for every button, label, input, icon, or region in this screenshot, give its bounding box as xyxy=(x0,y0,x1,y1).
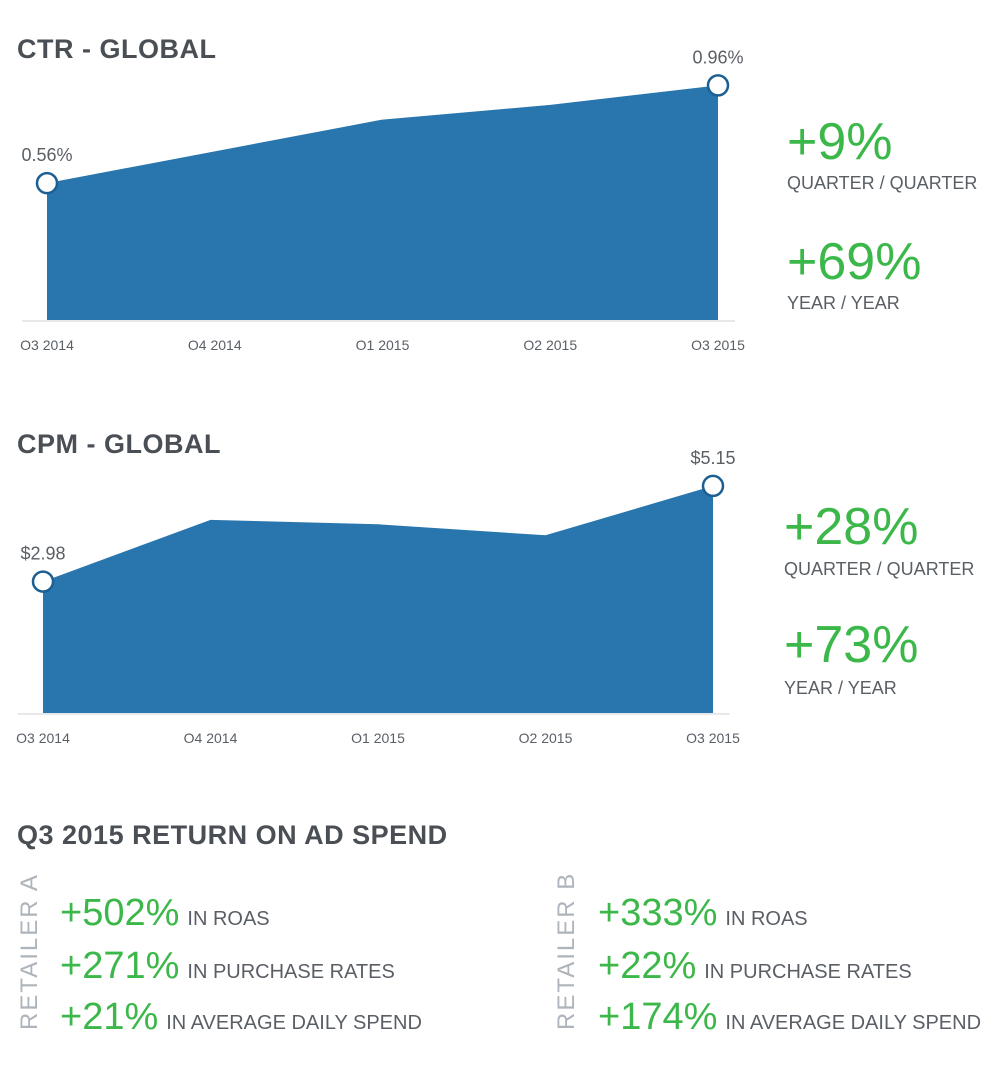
cpm-yoy-label: YEAR / YEAR xyxy=(784,678,897,698)
ctr-chart: 0.56% 0.96% O3 2014 O4 2014 O1 2015 O2 2015 O3… xyxy=(20,47,745,353)
retailer-b-row: +174% IN AVERAGE DAILY SPEND xyxy=(598,996,982,1038)
x-tick-label: O1 2015 xyxy=(356,337,410,353)
x-tick-label: O2 2015 xyxy=(523,337,577,353)
roas-title: Q3 2015 RETURN ON AD SPEND xyxy=(17,820,448,850)
data-point-marker xyxy=(701,474,725,498)
x-tick-label: O3 2014 xyxy=(20,337,74,353)
data-label: 0.96% xyxy=(692,47,743,67)
data-point-marker xyxy=(706,74,730,97)
data-point-marker xyxy=(35,171,59,195)
x-tick-label: O4 2014 xyxy=(188,337,242,353)
ctr-qoq-value: +9% xyxy=(787,113,893,171)
cpm-chart: $2.98 $5.15 O3 2014 O4 2014 O1 2015 O2 2015 O3… xyxy=(16,448,740,746)
retailer-a-row: +271% IN PURCHASE RATES xyxy=(60,945,395,987)
data-point-marker xyxy=(31,570,55,593)
data-label: $2.98 xyxy=(20,544,65,564)
cpm-yoy-value: +73% xyxy=(784,616,919,674)
cpm-qoq-value: +28% xyxy=(784,498,919,556)
area-series xyxy=(47,85,718,320)
area-series xyxy=(43,485,713,713)
x-tick-label: O3 2015 xyxy=(686,730,740,746)
retailer-b-label: RETAILER B xyxy=(553,871,580,1030)
x-tick-label: O1 2015 xyxy=(351,730,405,746)
cpm-qoq-label: QUARTER / QUARTER xyxy=(784,559,975,579)
x-tick-label: O4 2014 xyxy=(184,730,238,746)
ctr-yoy-label: YEAR / YEAR xyxy=(787,293,900,313)
retailer-a-row: +21% IN AVERAGE DAILY SPEND xyxy=(60,996,422,1038)
ctr-qoq-label: QUARTER / QUARTER xyxy=(787,173,978,193)
ctr-title: CTR - GLOBAL xyxy=(17,34,217,64)
retailer-b-row: +22% IN PURCHASE RATES xyxy=(598,945,912,987)
x-tick-label: O2 2015 xyxy=(519,730,573,746)
data-label: $5.15 xyxy=(690,448,735,468)
retailer-a-label: RETAILER A xyxy=(16,873,43,1030)
x-tick-label: O3 2014 xyxy=(16,730,70,746)
ctr-yoy-value: +69% xyxy=(787,233,922,291)
x-tick-label: O3 2015 xyxy=(691,337,745,353)
retailer-a-row: +502% IN ROAS xyxy=(60,892,270,934)
cpm-title: CPM - GLOBAL xyxy=(17,429,221,459)
data-label: 0.56% xyxy=(21,145,72,165)
retailer-b-row: +333% IN ROAS xyxy=(598,892,808,934)
